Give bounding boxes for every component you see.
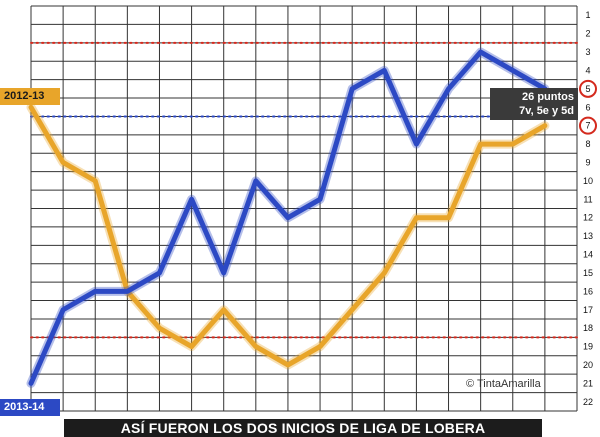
series-label-2012-13: 2012-13: [0, 88, 60, 105]
copyright-credit: © TintaAmarilla: [466, 378, 541, 390]
y-tick-label: 3: [585, 47, 590, 57]
y-tick-label: 17: [583, 305, 593, 315]
y-tick-label: 15: [583, 268, 593, 278]
series-lines: [26, 47, 550, 388]
points-callout: 26 puntos 7v, 5e y 5d: [490, 88, 578, 120]
chart-title: ASÍ FUERON LOS DOS INICIOS DE LIGA DE LO…: [64, 419, 542, 437]
series-line: [28, 49, 548, 386]
y-tick-label: 21: [583, 378, 593, 388]
y-tick-label: 8: [585, 139, 590, 149]
highlight-circle: [579, 79, 597, 98]
y-tick-label: 16: [583, 286, 593, 296]
y-tick-label: 9: [585, 157, 590, 167]
highlight-circle: [579, 116, 597, 135]
y-tick-label: 18: [583, 323, 593, 333]
y-tick-label: 7: [585, 121, 590, 131]
y-tick-label: 10: [583, 176, 593, 186]
y-tick-label: 20: [583, 360, 593, 370]
y-tick-label: 1: [585, 10, 590, 20]
highlight-circles: [579, 79, 597, 135]
series-line: [28, 104, 548, 368]
y-tick-label: 22: [583, 397, 593, 407]
y-tick-label: 4: [585, 65, 590, 75]
y-tick-label: 19: [583, 342, 593, 352]
callout-record: 7v, 5e y 5d: [519, 105, 574, 117]
y-tick-label: 6: [585, 102, 590, 112]
callout-points: 26 puntos: [522, 91, 574, 103]
y-tick-label: 5: [585, 84, 590, 94]
y-tick-label: 13: [583, 231, 593, 241]
y-tick-label: 11: [583, 194, 592, 204]
series-label-2013-14: 2013-14: [0, 399, 60, 416]
y-tick-label: 2: [585, 29, 590, 39]
y-tick-label: 14: [583, 250, 593, 260]
y-tick-label: 12: [583, 213, 593, 223]
